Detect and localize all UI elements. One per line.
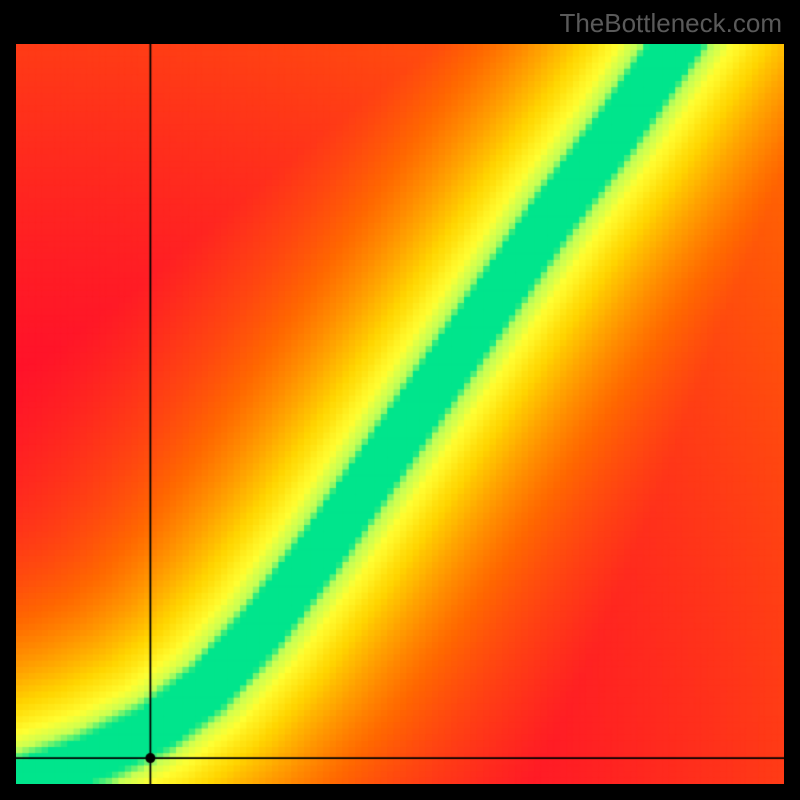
watermark-text: TheBottleneck.com (559, 8, 782, 39)
bottleneck-heatmap (16, 44, 784, 784)
